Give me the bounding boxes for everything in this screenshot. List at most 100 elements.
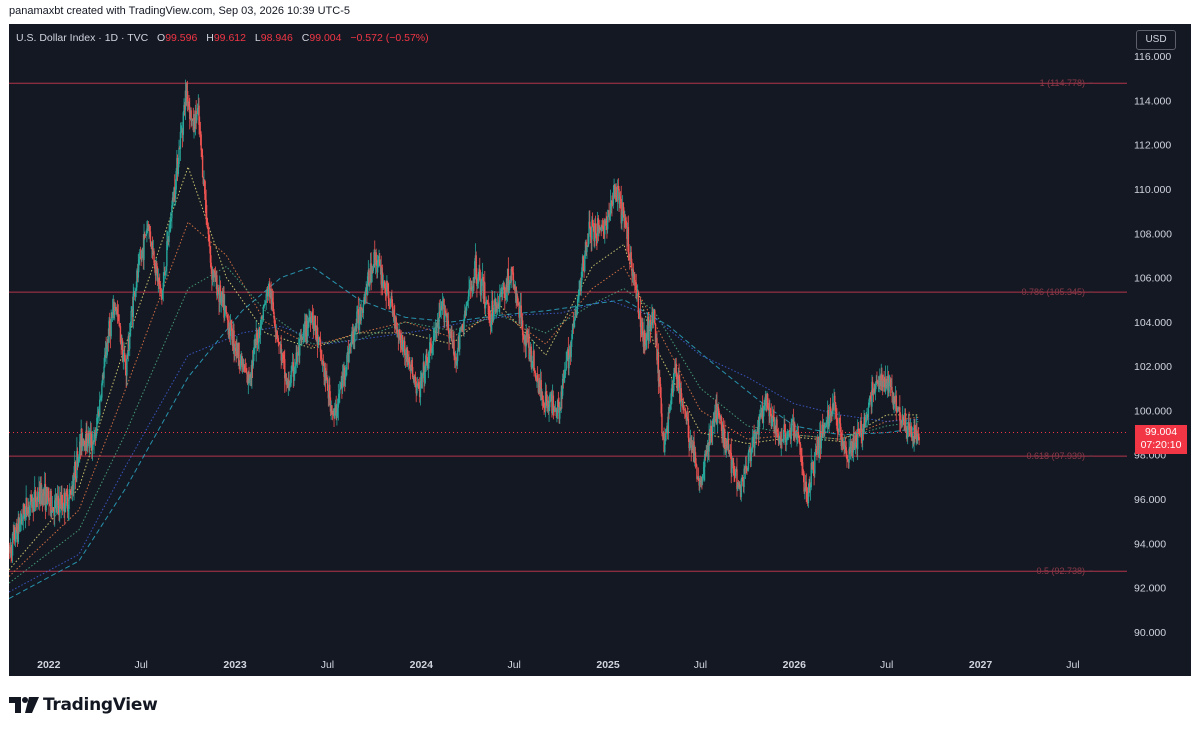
candle-body <box>699 480 701 486</box>
candle-body <box>642 334 645 347</box>
candle-body <box>608 210 610 217</box>
candle-body <box>826 423 828 424</box>
candle-body <box>896 407 899 411</box>
candle-body <box>185 90 187 97</box>
candle-body <box>541 395 543 398</box>
candle-body <box>194 110 197 129</box>
candle-body <box>95 432 97 439</box>
candle-body <box>412 376 415 378</box>
fib-retracement[interactable]: 1 (114.778) 0.786 (105.345) 0.618 (97.939)… <box>9 78 1127 576</box>
candle-body <box>351 331 353 343</box>
time-axis[interactable]: 2022 Jul 2023 Jul 2024 Jul 2025 Jul 2026 Jul 2027 J… <box>37 659 1080 671</box>
candle-body <box>513 284 515 288</box>
candle-body <box>489 322 492 328</box>
candle-body <box>211 270 214 280</box>
candle-body <box>600 228 602 232</box>
candle-body <box>515 286 517 301</box>
tradingview-logo[interactable]: TradingView <box>9 694 158 716</box>
candle-body <box>465 306 467 316</box>
candle-body <box>823 424 825 434</box>
candle-body <box>386 282 389 284</box>
candle-body <box>83 440 85 446</box>
candle-body <box>195 110 197 121</box>
candle-body <box>496 305 498 309</box>
candle-body <box>431 352 433 353</box>
candle-body <box>61 494 63 505</box>
time-tick-label: Jul <box>321 659 334 671</box>
candle-body <box>141 250 143 259</box>
candle-body <box>146 228 148 235</box>
candle-body <box>792 419 795 436</box>
candle-body <box>707 443 710 452</box>
candle-body <box>844 445 847 448</box>
candle-body <box>67 509 69 512</box>
candle-body <box>599 228 602 230</box>
candle-body <box>444 310 447 316</box>
candle-body <box>169 218 172 232</box>
candle-body <box>704 453 707 455</box>
candle-body <box>593 227 595 242</box>
candle-body <box>193 117 195 131</box>
candle-body <box>347 351 350 363</box>
candle-body <box>584 241 587 255</box>
candle-body <box>113 302 115 315</box>
symbol-title[interactable]: U.S. Dollar Index · 1D · TVC <box>16 32 149 44</box>
candle-body <box>740 479 742 497</box>
candle-body <box>637 294 640 314</box>
candle-body <box>96 417 99 419</box>
candle-body <box>562 378 565 381</box>
candle-body <box>127 336 130 356</box>
candle-body <box>461 324 464 328</box>
candle-body <box>118 314 120 324</box>
candle-body <box>883 378 885 382</box>
candle-body <box>91 441 94 450</box>
candle-body <box>362 304 365 313</box>
candle-body <box>226 316 229 321</box>
price-tick-label: 96.000 <box>1134 494 1166 506</box>
candle-body <box>94 432 96 435</box>
candle-body <box>81 438 84 447</box>
chart-area[interactable]: 1 (114.778) 0.786 (105.345) 0.618 (97.939)… <box>9 24 1191 676</box>
price-tick-label: 90.000 <box>1134 627 1166 639</box>
price-axis[interactable]: 90.00092.00094.00096.00098.000100.000102… <box>1134 51 1172 639</box>
candle-body <box>563 376 565 381</box>
candle-body <box>780 438 782 446</box>
candle-body <box>602 226 605 232</box>
candle-body <box>791 421 793 424</box>
currency-button[interactable]: USD <box>1136 30 1176 50</box>
candle-body <box>249 378 251 381</box>
candle-body <box>253 348 255 354</box>
moving-average-line <box>9 265 920 600</box>
candle-body <box>837 431 840 433</box>
candle-body <box>750 448 752 462</box>
candle-body <box>589 221 591 228</box>
candle-body <box>686 416 688 421</box>
candle-body <box>454 356 456 359</box>
candle-body <box>731 460 733 474</box>
candle-body <box>109 320 111 328</box>
price-chart[interactable]: 1 (114.778) 0.786 (105.345) 0.618 (97.939)… <box>9 24 1191 676</box>
candle-body <box>328 384 330 399</box>
candle-body <box>224 306 227 307</box>
candle-body <box>216 290 219 296</box>
candle-body <box>45 487 47 511</box>
candle-body <box>267 289 270 297</box>
candle-body <box>727 440 730 452</box>
candle-body <box>714 410 717 415</box>
candle-body <box>106 338 109 349</box>
candle-body <box>409 361 411 369</box>
candle-body <box>422 362 425 375</box>
candle-body <box>840 431 842 447</box>
candle-body <box>293 373 295 377</box>
candle-body <box>646 332 648 339</box>
candle-body <box>86 443 89 448</box>
candle-body <box>254 339 257 348</box>
candle-body <box>10 547 12 554</box>
candle-body <box>259 328 262 336</box>
candle-body <box>436 323 438 334</box>
candle-body <box>666 425 669 434</box>
candle-body <box>66 490 68 495</box>
candle-body <box>407 358 410 366</box>
candle-body <box>64 492 66 513</box>
candle-body <box>604 224 606 235</box>
